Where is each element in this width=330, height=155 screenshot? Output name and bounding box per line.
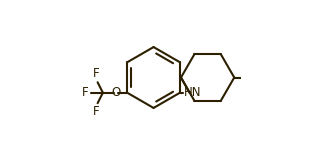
Text: F: F xyxy=(82,86,89,99)
Text: O: O xyxy=(111,86,120,99)
Text: HN: HN xyxy=(184,86,201,99)
Text: F: F xyxy=(93,105,100,118)
Text: F: F xyxy=(93,67,100,80)
